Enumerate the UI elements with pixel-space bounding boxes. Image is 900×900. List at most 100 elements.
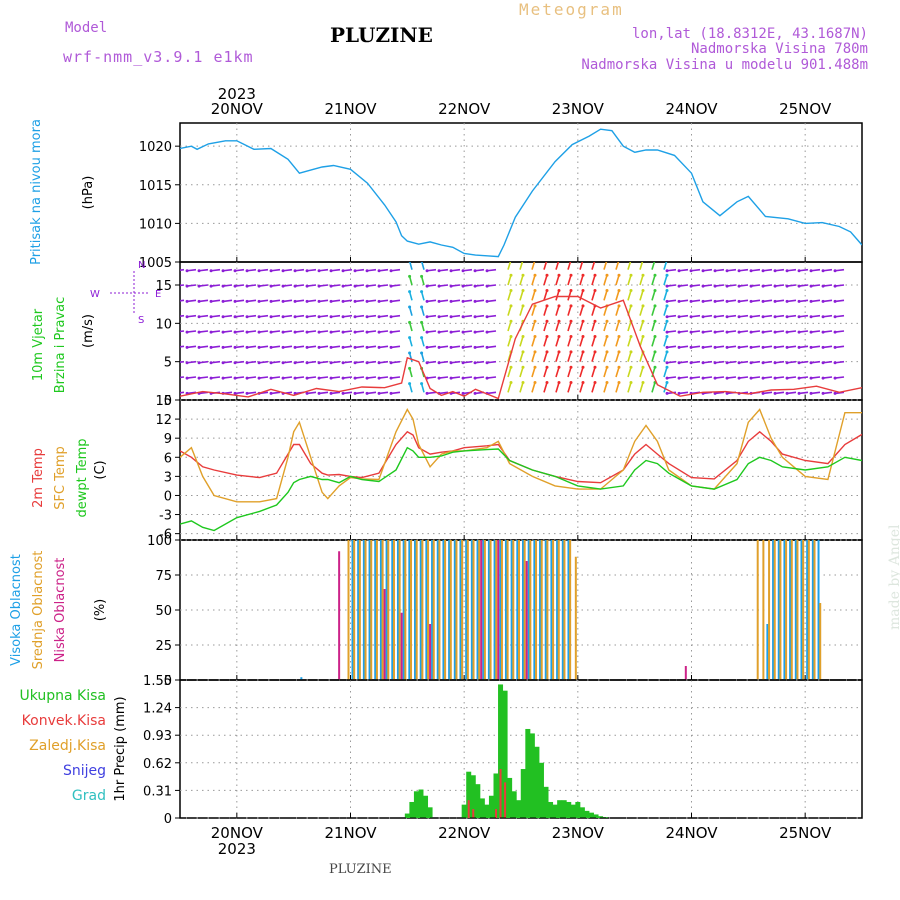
wind-arrow-head bbox=[389, 284, 393, 288]
panel-frame-pressure bbox=[179, 122, 863, 263]
wind-arrow bbox=[627, 336, 632, 347]
wind-arrow-head bbox=[557, 350, 561, 354]
wind-arrow-head bbox=[665, 376, 669, 380]
wind-arrow-head bbox=[269, 269, 273, 273]
wind-arrow-head bbox=[353, 361, 357, 365]
panel-unit: 1hr Precip (mm) bbox=[113, 696, 128, 801]
wind-arrow-head bbox=[593, 365, 597, 369]
wind-arrow-head bbox=[665, 284, 669, 288]
wind-arrow bbox=[180, 330, 185, 333]
wind-arrow bbox=[663, 351, 668, 362]
wind-arrow-head bbox=[749, 330, 753, 334]
wind-arrow-head bbox=[509, 289, 513, 293]
wind-arrow bbox=[639, 366, 644, 378]
wind-arrow bbox=[420, 322, 425, 332]
wind-arrow-head bbox=[329, 345, 333, 349]
wind-arrow bbox=[330, 268, 341, 272]
wind-arrow-head bbox=[737, 269, 741, 273]
wind-arrow bbox=[543, 274, 548, 286]
wind-arrow bbox=[342, 345, 353, 349]
wind-arrow-head bbox=[221, 269, 225, 273]
wind-arrow bbox=[390, 299, 401, 303]
wind-arrow bbox=[366, 314, 377, 318]
wind-arrow bbox=[318, 345, 329, 349]
wind-arrow-head bbox=[605, 350, 609, 354]
wind-arrow-head bbox=[389, 315, 393, 319]
date-label-top: 21NOV bbox=[324, 100, 377, 118]
wind-arrow bbox=[543, 382, 548, 393]
wind-arrow-head bbox=[725, 269, 729, 273]
wind-arrow-head bbox=[449, 376, 453, 380]
precip-legend-label: Ukupna Kisa bbox=[19, 688, 106, 704]
wind-arrow bbox=[474, 314, 485, 318]
wind-arrow bbox=[519, 305, 524, 316]
wind-arrow-head bbox=[420, 290, 424, 294]
wind-arrow-head bbox=[797, 376, 801, 380]
wind-arrow-head bbox=[233, 376, 237, 380]
wind-arrow-head bbox=[689, 376, 693, 380]
wind-arrow-head bbox=[233, 361, 237, 365]
wind-arrow bbox=[507, 320, 512, 332]
wind-arrow-head bbox=[677, 269, 681, 273]
wind-arrow bbox=[555, 382, 560, 393]
wind-arrow bbox=[318, 314, 329, 318]
wind-arrow bbox=[627, 274, 632, 286]
wind-arrow-head bbox=[437, 299, 441, 303]
wind-arrow-head bbox=[377, 345, 381, 349]
wind-arrow-head bbox=[425, 299, 429, 303]
y-tick-label: 3 bbox=[164, 470, 172, 485]
wind-arrow-head bbox=[305, 330, 309, 334]
wind-arrow-head bbox=[701, 315, 705, 319]
panel-unit: (C) bbox=[93, 460, 108, 479]
wind-arrow bbox=[543, 262, 548, 270]
wind-arrow-head bbox=[545, 335, 549, 339]
wind-arrow bbox=[390, 268, 401, 272]
panel-unit: (m/s) bbox=[81, 314, 96, 348]
wind-arrow-head bbox=[617, 289, 621, 293]
y-tick-label: 0 bbox=[164, 674, 172, 689]
wind-arrow bbox=[663, 382, 668, 393]
wind-arrow-head bbox=[174, 346, 177, 349]
wind-arrow-head bbox=[533, 319, 537, 323]
footer-label: PLUZINE bbox=[329, 862, 392, 877]
wind-arrow-head bbox=[653, 273, 657, 277]
wind-arrow-head bbox=[569, 365, 573, 369]
wind-arrow bbox=[651, 305, 656, 316]
wind-arrow bbox=[294, 268, 305, 272]
wind-arrow bbox=[462, 345, 473, 349]
wind-arrow bbox=[639, 320, 644, 332]
wind-arrow-head bbox=[677, 299, 681, 303]
wind-arrow-head bbox=[425, 315, 429, 319]
wind-arrow-head bbox=[473, 345, 477, 349]
wind-arrow bbox=[450, 360, 461, 364]
wind-arrow-head bbox=[233, 299, 237, 303]
wind-arrow bbox=[366, 284, 377, 287]
wind-arrow-head bbox=[257, 269, 261, 273]
wind-arrow-head bbox=[317, 269, 321, 273]
wind-arrow-head bbox=[617, 304, 621, 308]
wind-arrow-head bbox=[408, 351, 412, 355]
wind-arrow-head bbox=[761, 299, 765, 303]
wind-arrow bbox=[579, 336, 584, 347]
wind-arrow-head bbox=[581, 304, 585, 308]
wind-arrow-head bbox=[773, 269, 777, 273]
wind-arrow bbox=[603, 351, 608, 362]
precip-bar bbox=[529, 733, 535, 818]
wind-arrow-head bbox=[737, 284, 741, 288]
wind-arrow bbox=[639, 336, 644, 347]
wind-arrow-head bbox=[437, 315, 441, 319]
wind-arrow-head bbox=[569, 258, 572, 261]
wind-arrow-head bbox=[293, 299, 297, 303]
wind-arrow-head bbox=[833, 330, 837, 334]
wind-arrow bbox=[294, 284, 305, 287]
wind-arrow-head bbox=[174, 377, 177, 380]
wind-arrow-head bbox=[257, 361, 261, 365]
wind-arrow bbox=[507, 262, 512, 270]
wind-arrow bbox=[474, 360, 485, 364]
wind-arrow-head bbox=[713, 391, 717, 395]
wind-arrow-head bbox=[677, 391, 681, 395]
wind-arrow bbox=[555, 305, 560, 316]
wind-arrow-head bbox=[569, 350, 573, 354]
wind-arrow-head bbox=[569, 304, 573, 308]
wind-arrow-head bbox=[677, 315, 681, 319]
